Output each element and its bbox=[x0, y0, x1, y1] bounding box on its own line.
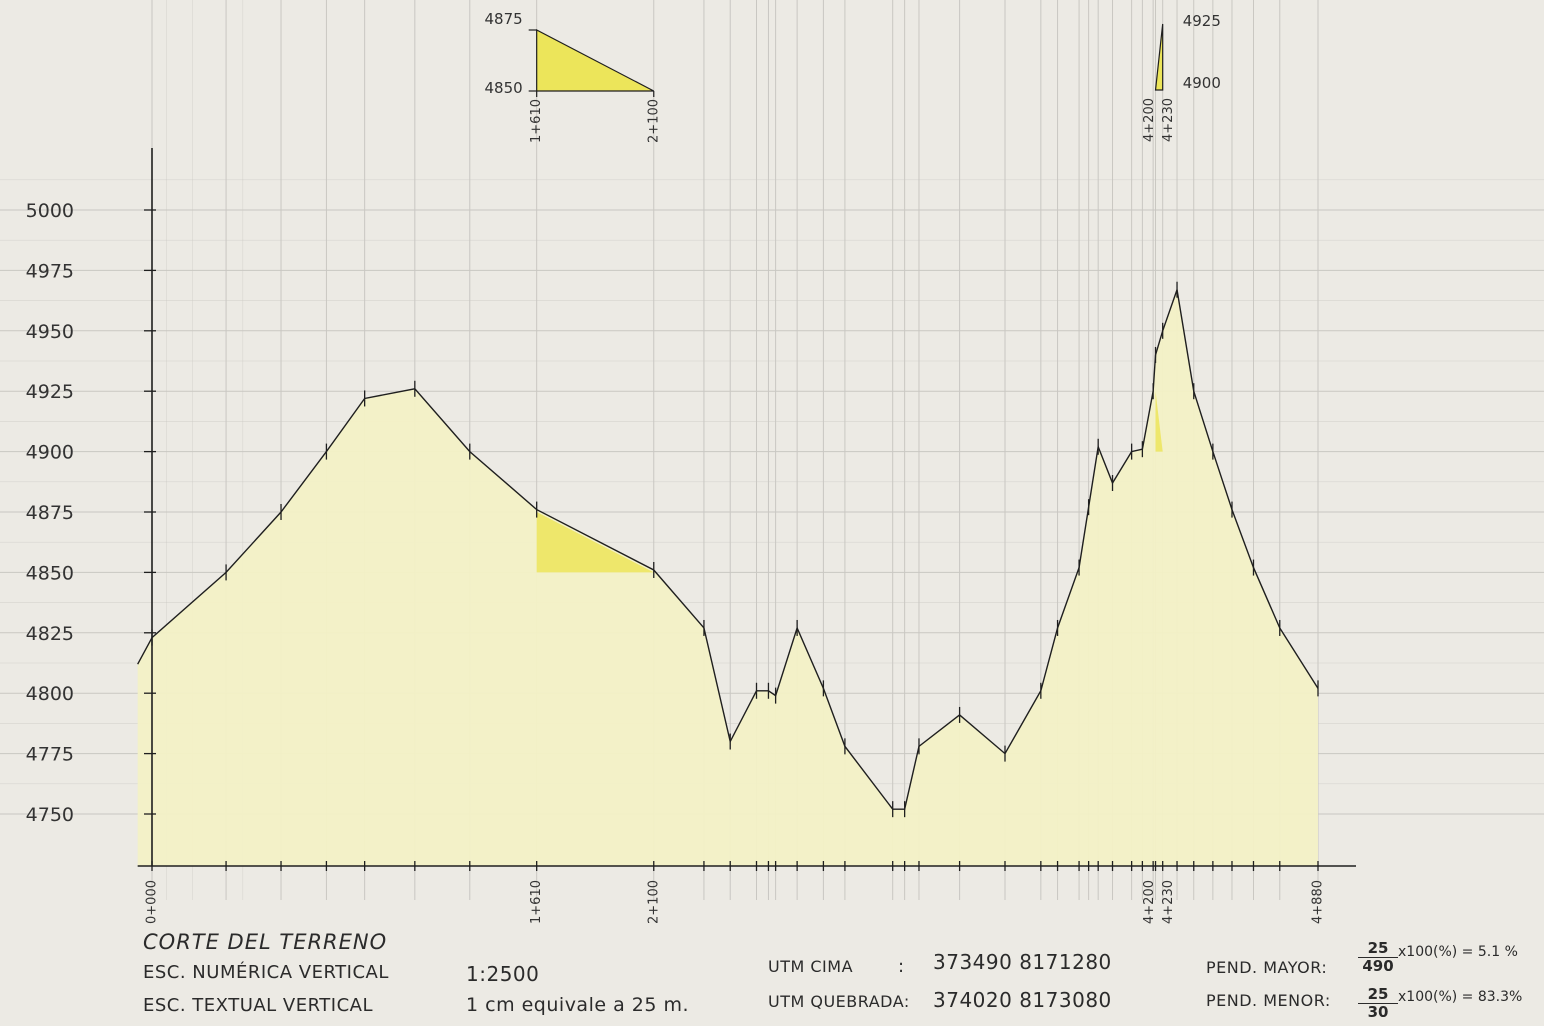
x-tick-label: 2+100 bbox=[646, 880, 661, 924]
terrain-profile-chart: 5000 4975 4950 4925 4900 4875 4850 4825 4800 4775… bbox=[0, 0, 1544, 924]
inset-triangle-mayor bbox=[536, 29, 655, 92]
pend-menor-denominator: 30 bbox=[1367, 1003, 1389, 1021]
terrain-area bbox=[137, 289, 1318, 866]
utm-cima-separator: : bbox=[898, 956, 905, 977]
x-tick-label: 0+000 bbox=[145, 880, 160, 924]
pend-menor-numerator: 25 bbox=[1358, 986, 1398, 1004]
y-tick-label: 4950 bbox=[26, 321, 74, 343]
pend-mayor-fraction: 25 490 bbox=[1358, 940, 1398, 975]
esc-numerica-value: 1:2500 bbox=[466, 962, 540, 986]
inset-label-bottom: 4850 bbox=[484, 79, 522, 97]
x-tick-label: 4+230 bbox=[1161, 880, 1176, 924]
slope-highlight-menor bbox=[1155, 391, 1163, 452]
utm-cima-value: 373490 8171280 bbox=[933, 950, 1112, 974]
y-tick-label: 4900 bbox=[26, 442, 74, 464]
y-tick-label: 4975 bbox=[26, 260, 74, 282]
y-tick-label: 5000 bbox=[26, 200, 74, 222]
pend-mayor-numerator: 25 bbox=[1358, 940, 1398, 958]
chart-title: CORTE DEL TERRENO bbox=[143, 930, 388, 954]
esc-textual-label: ESC. TEXTUAL VERTICAL bbox=[143, 995, 374, 1016]
inset-x-label: 4+200 bbox=[1142, 98, 1157, 142]
y-tick-label: 4875 bbox=[26, 502, 74, 524]
pend-menor-fraction: 25 30 bbox=[1358, 986, 1398, 1021]
pend-mayor-label: PEND. MAYOR: bbox=[1206, 958, 1328, 977]
y-tick-label: 4750 bbox=[26, 804, 74, 826]
esc-textual-value: 1 cm equivale a 25 m. bbox=[466, 994, 690, 1016]
y-tick-label: 4925 bbox=[26, 381, 74, 403]
y-tick-label: 4800 bbox=[26, 683, 74, 705]
inset-x-label: 1+610 bbox=[529, 99, 544, 143]
pend-menor-formula: x100(%) = 83.3% bbox=[1398, 989, 1523, 1005]
inset-label-bottom: 4900 bbox=[1183, 74, 1221, 92]
inset-label-top: 4875 bbox=[484, 10, 522, 28]
utm-quebrada-value: 374020 8173080 bbox=[933, 988, 1112, 1012]
pend-mayor-denominator: 490 bbox=[1362, 957, 1394, 975]
y-tick-label: 4850 bbox=[26, 562, 74, 584]
inset-triangle-menor bbox=[1154, 23, 1164, 91]
x-tick-label: 4+200 bbox=[1142, 880, 1157, 924]
inset-label-top: 4925 bbox=[1183, 12, 1221, 30]
utm-quebrada-label: UTM QUEBRADA: bbox=[768, 992, 910, 1011]
utm-cima-label: UTM CIMA bbox=[768, 957, 854, 976]
slope-highlight-mayor bbox=[536, 512, 654, 573]
inset-x-label: 2+100 bbox=[646, 99, 661, 143]
y-tick-label: 4775 bbox=[26, 744, 74, 766]
esc-numerica-label: ESC. NUMÉRICA VERTICAL bbox=[143, 962, 389, 983]
x-tick-label: 4+880 bbox=[1311, 880, 1326, 924]
inset-x-label: 4+230 bbox=[1161, 98, 1176, 142]
pend-mayor-formula: x100(%) = 5.1 % bbox=[1398, 944, 1518, 960]
x-tick-label: 1+610 bbox=[529, 880, 544, 924]
y-tick-label: 4825 bbox=[26, 623, 74, 645]
pend-menor-label: PEND. MENOR: bbox=[1206, 991, 1331, 1010]
